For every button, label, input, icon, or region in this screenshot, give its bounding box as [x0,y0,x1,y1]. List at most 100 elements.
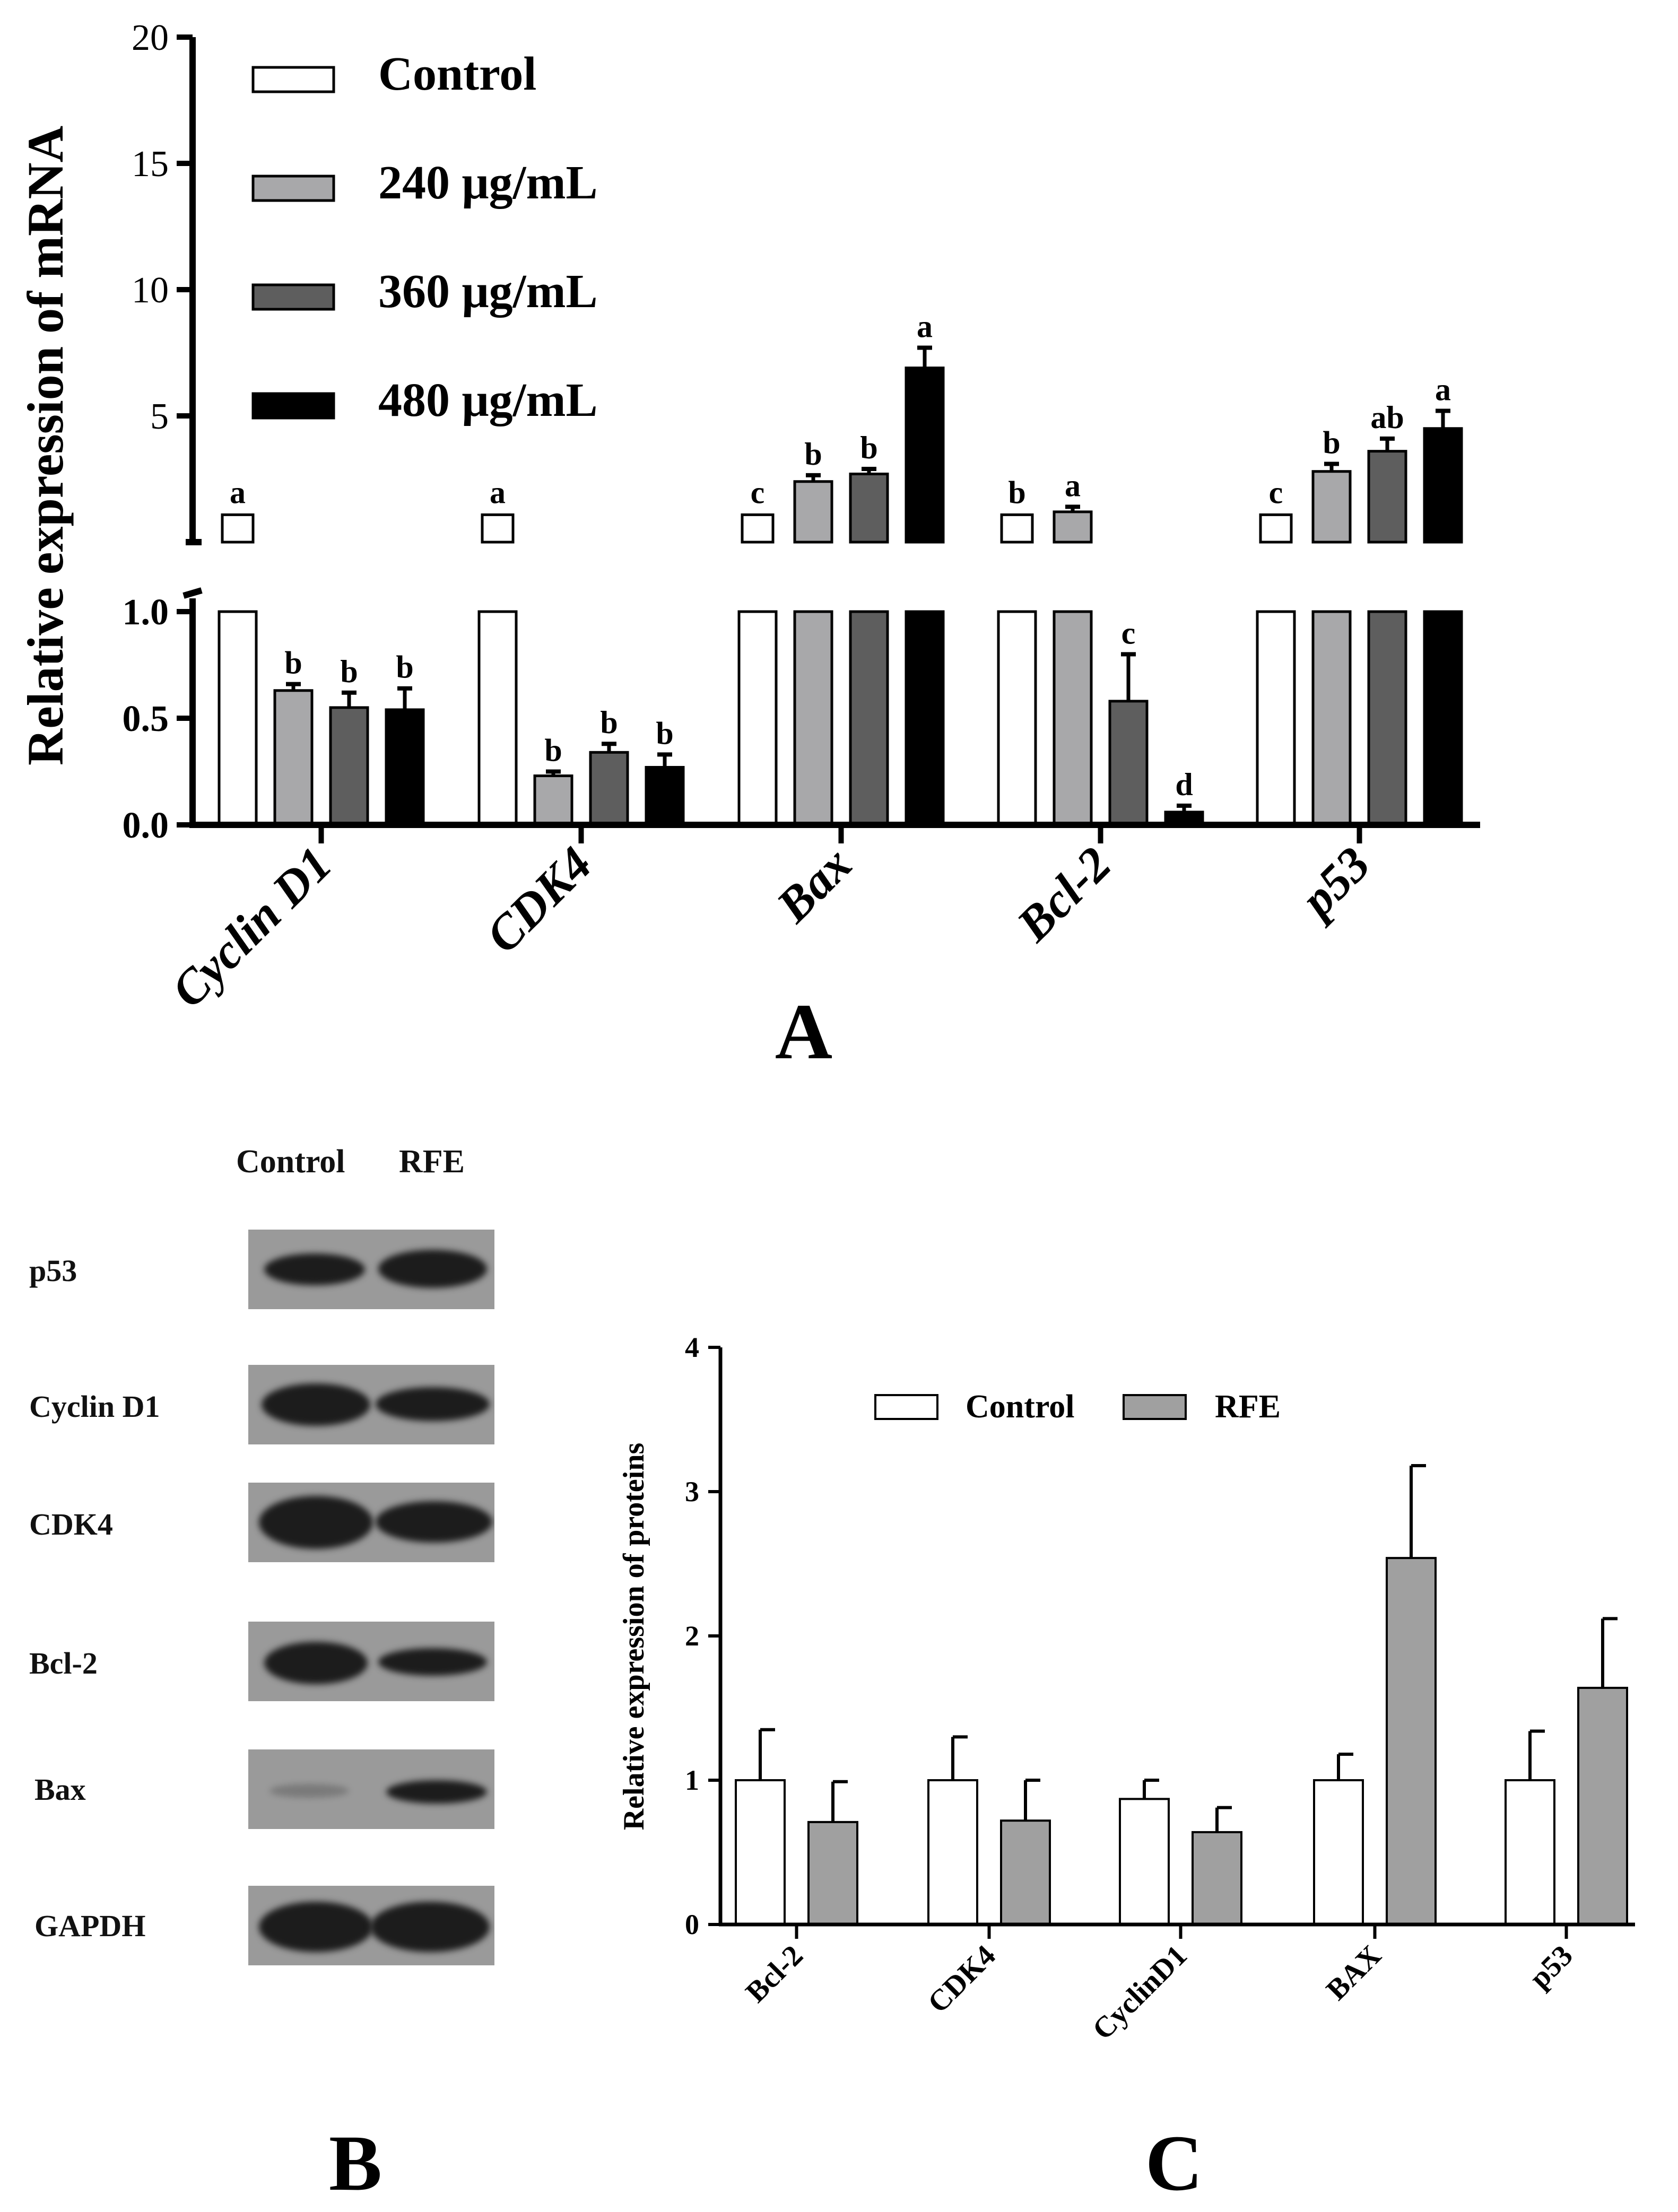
x-axis-label: Cyclin D1 [161,837,342,1017]
blot-label-bcl-2: Bcl-2 [29,1646,98,1680]
bar-cyclin-d1-control [218,610,258,826]
legend-swatch [251,392,335,420]
significance-letter: d [1175,767,1193,802]
significance-letter: b [656,716,673,751]
x-axis-label: CyclinD1 [1086,1939,1193,2046]
blot-row-bcl-2 [248,1622,494,1701]
bar-cyclin-d1-240-g-ml [273,689,314,826]
panel-a-y-axis-title: Relative expression of mRNA [17,126,74,765]
bar-p53-480-g-ml [1423,610,1463,826]
blot-band [378,1250,487,1288]
legend-label: Control [378,48,536,100]
panel-c-x-ticks: Bcl-2 CDK4 CyclinD1 BAX p53 [740,1924,1579,2046]
bar-p53-240-g-ml-upper [1311,470,1352,544]
blot-row-gapdh [248,1886,494,1965]
panel-c-legend: Control RFE [874,1389,1281,1425]
blot-band [264,1253,365,1285]
bar-bcl-2-rfe [807,1821,858,1926]
y-tick-label: 4 [685,1331,699,1363]
bar-cyclin-d1-control-upper-stub [221,513,255,544]
significance-letter: c [1121,615,1136,650]
panel-a-legend: Control 240 μg/mL 360 μg/mL 480 μg/mL [251,48,598,426]
bar-cyclin-d1-480-g-ml [385,708,425,826]
significance-letter: b [600,705,618,740]
legend-label: 360 μg/mL [378,265,598,318]
bar-p53-rfe [1577,1686,1628,1926]
bar-p53-240-g-ml [1311,610,1352,826]
bar-bax-control [1313,1779,1364,1926]
x-axis-label: Bax [766,837,862,933]
legend-label: Control [966,1389,1075,1425]
significance-letter: b [860,430,877,465]
bar-cdk4-480-g-ml [645,765,685,826]
blot-band [259,1496,373,1549]
blot-band [386,1780,487,1804]
y-tick-label: 0.5 [123,699,169,739]
x-axis-label: CDK4 [475,837,602,963]
legend-label: RFE [1215,1389,1281,1425]
panel-a-bars [218,345,1463,826]
blot-band [269,1784,349,1798]
blot-band [262,1383,370,1426]
y-tick-label: 5 [150,396,169,437]
significance-letter: b [804,437,822,472]
bar-bax-360-g-ml [849,610,889,826]
panel-a-x-ticks: Cyclin D1 CDK4 Bax Bcl-2 p53 [161,825,1380,1017]
blot-label-gapdh: GAPDH [34,1909,146,1943]
y-tick-label: 2 [685,1620,699,1652]
bar-cdk4-control-upper-stub [481,513,515,544]
bar-cyclind1-control [1119,1798,1170,1926]
bar-bax-rfe [1386,1557,1437,1926]
bar-bax-480-g-ml [905,610,945,826]
significance-letter: b [396,650,413,685]
blot-label-cyclin-d1: Cyclin D1 [29,1389,160,1424]
y-tick-label: 15 [132,144,169,185]
blot-band [259,1902,373,1952]
significance-letter: b [1008,475,1025,510]
bar-bax-480-g-ml-upper [905,367,945,544]
legend-swatch [874,1394,938,1420]
significance-letter: b [340,654,358,689]
x-axis-label: Bcl-2 [1006,837,1121,952]
panel-a-axis-break-mark [182,587,203,599]
bar-p53-480-g-ml-upper [1423,427,1463,544]
y-tick-label: 0 [685,1909,699,1940]
lane-label-rfe: RFE [399,1144,465,1180]
bar-bcl-2-240-g-ml [1053,610,1093,826]
blot-row-cdk4 [248,1483,494,1562]
significance-letter: c [751,475,765,510]
panel-b-label: B [329,2119,382,2207]
blot-label-bax: Bax [34,1772,86,1807]
bar-p53-360-g-ml [1367,610,1407,826]
significance-letter: b [284,646,302,681]
bar-bax-control-upper-stub [741,513,775,544]
legend-label: 480 μg/mL [378,374,598,426]
significance-letter: b [1323,425,1340,460]
bar-cyclin-d1-360-g-ml [329,706,369,826]
significance-letter: a [230,475,246,510]
panel-c-chart: 0 1 2 3 4 Bcl-2 CDK4 CyclinD1 BAX p53 Relative e… [618,1331,1635,2207]
bar-bcl-2-360-g-ml [1108,700,1149,826]
panel-c-bars [735,1464,1628,1926]
bar-p53-control [1505,1779,1555,1926]
bar-p53-360-g-ml-upper [1367,450,1407,544]
bar-bcl-2-control [997,610,1037,826]
panel-c-y-axis-title: Relative expression of proteins [618,1443,650,1831]
panel-a-label: A [775,988,832,1076]
x-axis-label: Bcl-2 [740,1939,810,2009]
legend-swatch [251,66,335,93]
y-tick-label: 20 [132,18,169,58]
significance-letter: ab [1370,400,1404,435]
y-tick-label: 3 [685,1476,699,1508]
significance-letter: a [1435,372,1451,407]
significance-letter: c [1269,475,1283,510]
significance-letter: b [544,733,562,768]
significance-letter: a [1065,468,1081,503]
x-axis-label: p53 [1523,1939,1579,1995]
bar-cdk4-control [927,1779,978,1926]
bar-cyclind1-rfe [1192,1831,1242,1926]
panel-c-label: C [1145,2119,1203,2207]
bar-p53-control-upper-stub [1259,513,1293,544]
